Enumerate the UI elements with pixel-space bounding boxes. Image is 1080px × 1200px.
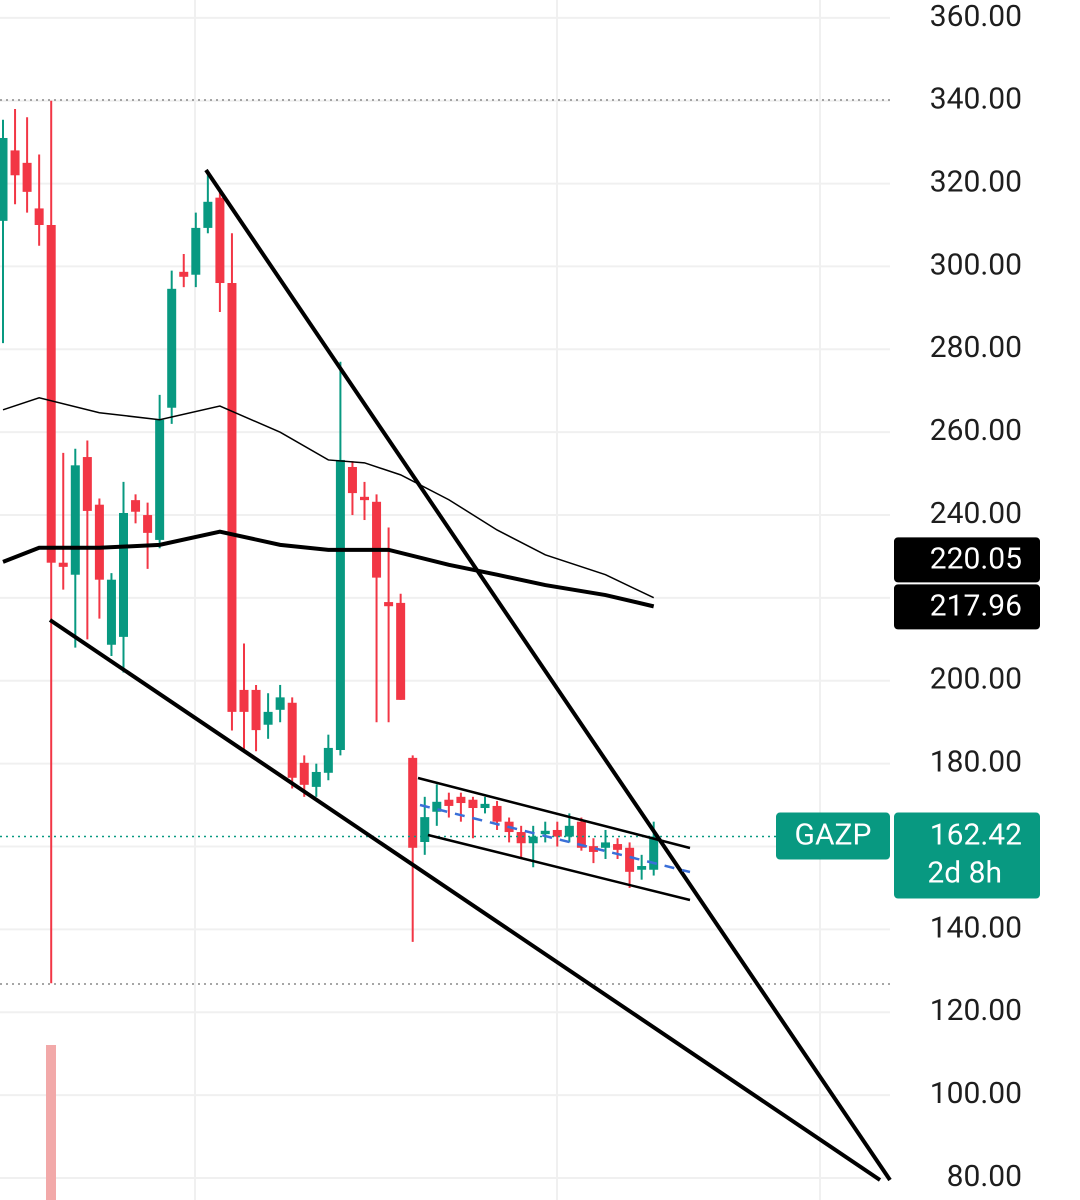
candle-body [384, 602, 394, 607]
candle-body [396, 602, 406, 700]
candle-body [191, 227, 201, 275]
y-tick-label: 240.00 [930, 496, 1022, 531]
drawings [48, 168, 892, 1182]
candle-body [576, 821, 586, 848]
candle-body [70, 465, 80, 575]
ticker-box [776, 812, 890, 860]
trend-line [204, 168, 892, 1182]
moving-average [2, 397, 655, 599]
candle-body [480, 803, 490, 809]
ticker-label: GAZP [795, 817, 872, 852]
y-axis: 80.00100.00120.00140.00160.00180.00200.0… [776, 0, 1040, 1194]
candle-body [637, 866, 647, 870]
candle-body [203, 201, 213, 228]
value-label: 220.05 [930, 541, 1022, 576]
grid [0, 16, 890, 1180]
candle-body [468, 799, 478, 809]
candle-body [263, 711, 273, 725]
candle-body [251, 689, 261, 731]
candle-body [408, 757, 418, 848]
candle-body [287, 702, 297, 778]
candle-body [227, 283, 237, 712]
candle-body [444, 799, 454, 806]
candle-body [0, 137, 8, 221]
candle-body [372, 501, 382, 578]
channel-line [427, 833, 691, 902]
trend-line [48, 618, 882, 1182]
candle-body [22, 162, 32, 192]
channel-line [417, 776, 691, 850]
candle-body [275, 697, 285, 710]
candle-body [167, 288, 177, 408]
candle-body [649, 836, 659, 870]
candle-body [215, 197, 225, 284]
candle-body [299, 762, 309, 785]
value-box [894, 584, 1040, 630]
y-tick-label: 320.00 [930, 164, 1022, 199]
value-label: 217.96 [930, 588, 1022, 623]
price-label: 162.42 [930, 817, 1022, 852]
y-tick-label: 120.00 [930, 993, 1022, 1028]
candle-body [432, 801, 442, 812]
candle-body [588, 846, 598, 852]
y-tick-label: 340.00 [930, 82, 1022, 117]
candle-body [516, 832, 526, 844]
countdown-label: 2d 8h [927, 855, 1002, 890]
candle-body [492, 805, 502, 822]
moving-average [2, 529, 655, 609]
candle-body [179, 271, 189, 277]
candle-body [347, 466, 357, 494]
plot [0, 100, 890, 984]
candle-body [10, 150, 20, 176]
volume-bar [46, 1045, 56, 1200]
candle-body [82, 457, 92, 511]
candle-body [106, 579, 116, 645]
candle-body [564, 825, 574, 837]
y-tick-label: 260.00 [930, 413, 1022, 448]
candle-body [239, 689, 249, 712]
y-tick-label: 80.00 [947, 1159, 1022, 1194]
y-tick-label: 300.00 [930, 247, 1022, 282]
candle-body [540, 830, 550, 835]
y-tick-label: 200.00 [930, 662, 1022, 697]
candle-body [94, 504, 104, 580]
candle-body [155, 419, 165, 540]
candle-body [58, 562, 68, 567]
candle-body [613, 844, 623, 850]
y-tick-label: 140.00 [930, 910, 1022, 945]
y-tick-label: 100.00 [930, 1076, 1022, 1111]
y-tick-label: 360.00 [930, 0, 1022, 34]
candle-body [601, 842, 610, 848]
candle-body [456, 796, 466, 804]
candle-body [552, 829, 562, 837]
y-tick-label: 180.00 [930, 745, 1022, 780]
candle-body [420, 817, 430, 842]
value-box [894, 537, 1040, 583]
candle-body [311, 771, 321, 787]
candle-body [625, 847, 635, 872]
candle-body [131, 500, 141, 512]
candle-body [119, 512, 128, 637]
candle-body [528, 836, 538, 844]
candle-body [335, 459, 345, 750]
candle-body [34, 208, 44, 225]
price-box [894, 812, 1040, 899]
y-tick-label: 280.00 [930, 330, 1022, 365]
candle-body [360, 496, 369, 501]
candle-body [46, 225, 56, 563]
candle-body [143, 515, 153, 533]
candle-body [323, 747, 333, 773]
